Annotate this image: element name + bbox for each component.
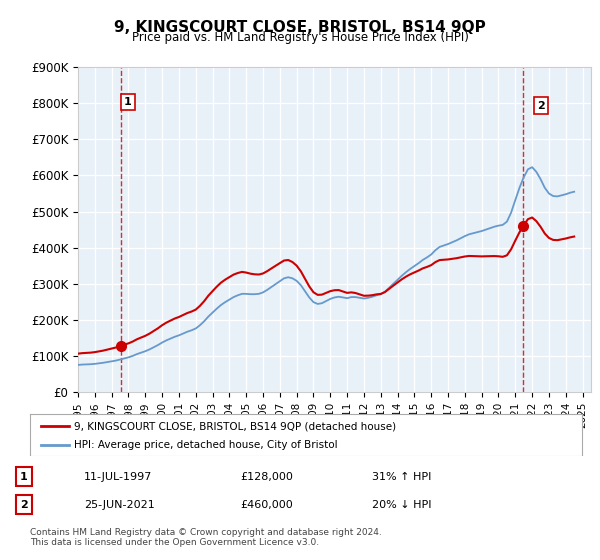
Text: 9, KINGSCOURT CLOSE, BRISTOL, BS14 9QP: 9, KINGSCOURT CLOSE, BRISTOL, BS14 9QP [114,20,486,35]
Text: Contains HM Land Registry data © Crown copyright and database right 2024.
This d: Contains HM Land Registry data © Crown c… [30,528,382,547]
Text: 2: 2 [537,101,545,111]
Text: HPI: Average price, detached house, City of Bristol: HPI: Average price, detached house, City… [74,440,338,450]
Text: 20% ↓ HPI: 20% ↓ HPI [372,500,431,510]
Text: £460,000: £460,000 [240,500,293,510]
Text: 11-JUL-1997: 11-JUL-1997 [84,472,152,482]
Text: Price paid vs. HM Land Registry's House Price Index (HPI): Price paid vs. HM Land Registry's House … [131,31,469,44]
Text: 2: 2 [20,500,28,510]
Text: 9, KINGSCOURT CLOSE, BRISTOL, BS14 9QP (detached house): 9, KINGSCOURT CLOSE, BRISTOL, BS14 9QP (… [74,421,396,431]
Text: £128,000: £128,000 [240,472,293,482]
Text: 1: 1 [124,97,131,107]
Text: 25-JUN-2021: 25-JUN-2021 [84,500,155,510]
Text: 1: 1 [20,472,28,482]
Text: 31% ↑ HPI: 31% ↑ HPI [372,472,431,482]
